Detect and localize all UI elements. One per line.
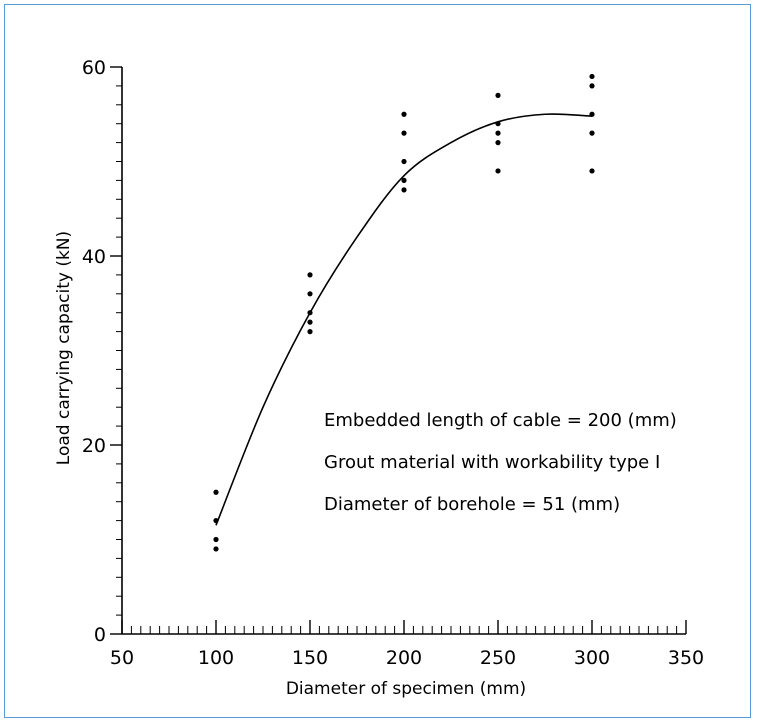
data-point (213, 536, 219, 543)
x-tick-label: 200 (386, 647, 422, 669)
data-point (213, 546, 219, 552)
data-point (495, 130, 501, 136)
data-points (213, 73, 595, 552)
data-point (495, 140, 501, 146)
fit-curve (215, 113, 593, 526)
data-point (401, 177, 407, 183)
y-tick-label: 20 (82, 435, 106, 457)
data-point (495, 121, 501, 127)
y-axis-title: Load carrying capacity (kN) (54, 231, 74, 465)
data-point (307, 291, 313, 297)
data-point (213, 518, 219, 524)
data-point (495, 92, 501, 98)
data-point (401, 158, 407, 165)
y-tick-label: 40 (82, 246, 106, 268)
axes: 50 100 150 200 250 300 350 0 20 40 60 (82, 57, 704, 669)
x-axis-title: Diameter of specimen (mm) (286, 679, 526, 699)
data-point (401, 111, 407, 117)
data-point (401, 130, 407, 136)
y-tick-label: 60 (82, 57, 106, 79)
annotation-grout-material: Grout material with workability type I (324, 452, 660, 473)
y-tick-label: 0 (94, 624, 106, 646)
data-point (495, 168, 501, 174)
data-point (307, 329, 313, 335)
fit-curve-group (215, 113, 593, 526)
annotation-cable-length: Embedded length of cable = 200 (mm) (324, 410, 677, 431)
x-tick-label: 50 (110, 647, 134, 669)
x-tick-label: 100 (198, 647, 234, 669)
data-point (401, 187, 407, 193)
figure-frame (4, 4, 751, 718)
data-point (307, 319, 313, 325)
x-tick-label: 300 (574, 647, 610, 669)
data-point (589, 168, 595, 174)
data-point (307, 272, 313, 278)
annotation-borehole-diameter: Diameter of borehole = 51 (mm) (324, 494, 620, 515)
data-point (307, 310, 313, 316)
data-point (213, 489, 219, 495)
data-point (589, 83, 595, 89)
data-point (589, 73, 595, 80)
data-point (589, 111, 595, 117)
x-tick-label: 250 (480, 647, 516, 669)
x-tick-label: 350 (668, 647, 704, 669)
x-tick-label: 150 (292, 647, 328, 669)
data-point (589, 130, 595, 136)
